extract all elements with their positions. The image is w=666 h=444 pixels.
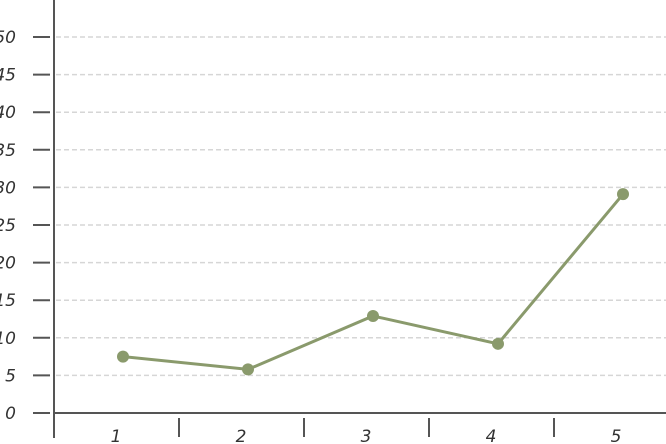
x-axis: 1 2 3 4 5 [53,412,666,444]
series-line [117,188,629,376]
y-tick-label: 5 [5,366,16,386]
y-tick-label: 0 [5,404,16,424]
y-tick-label: 15 [0,291,16,311]
data-point [117,350,129,363]
x-tick-label: 4 [486,427,497,444]
y-tick-label: 35 [0,141,16,161]
y-tick-label: 40 [0,103,16,123]
y-tick-label: 30 [0,178,16,198]
x-tick-label: 5 [611,427,622,444]
y-tick-label: 20 [0,254,16,274]
x-tick-label: 1 [111,427,122,444]
gridlines [56,36,666,377]
y-axis: 0 5 10 15 20 25 30 35 40 45 50 [0,0,55,438]
data-point [242,363,254,376]
data-point [367,309,379,322]
y-tick-label: 10 [0,329,16,349]
x-tick-label: 2 [236,427,247,444]
y-tick-label: 25 [0,216,16,236]
x-tick-label: 3 [361,427,372,444]
data-point [617,188,629,201]
y-tick-label: 45 [0,66,16,86]
data-point [492,337,504,350]
data-line [122,193,625,371]
y-tick-label: 50 [0,28,16,48]
